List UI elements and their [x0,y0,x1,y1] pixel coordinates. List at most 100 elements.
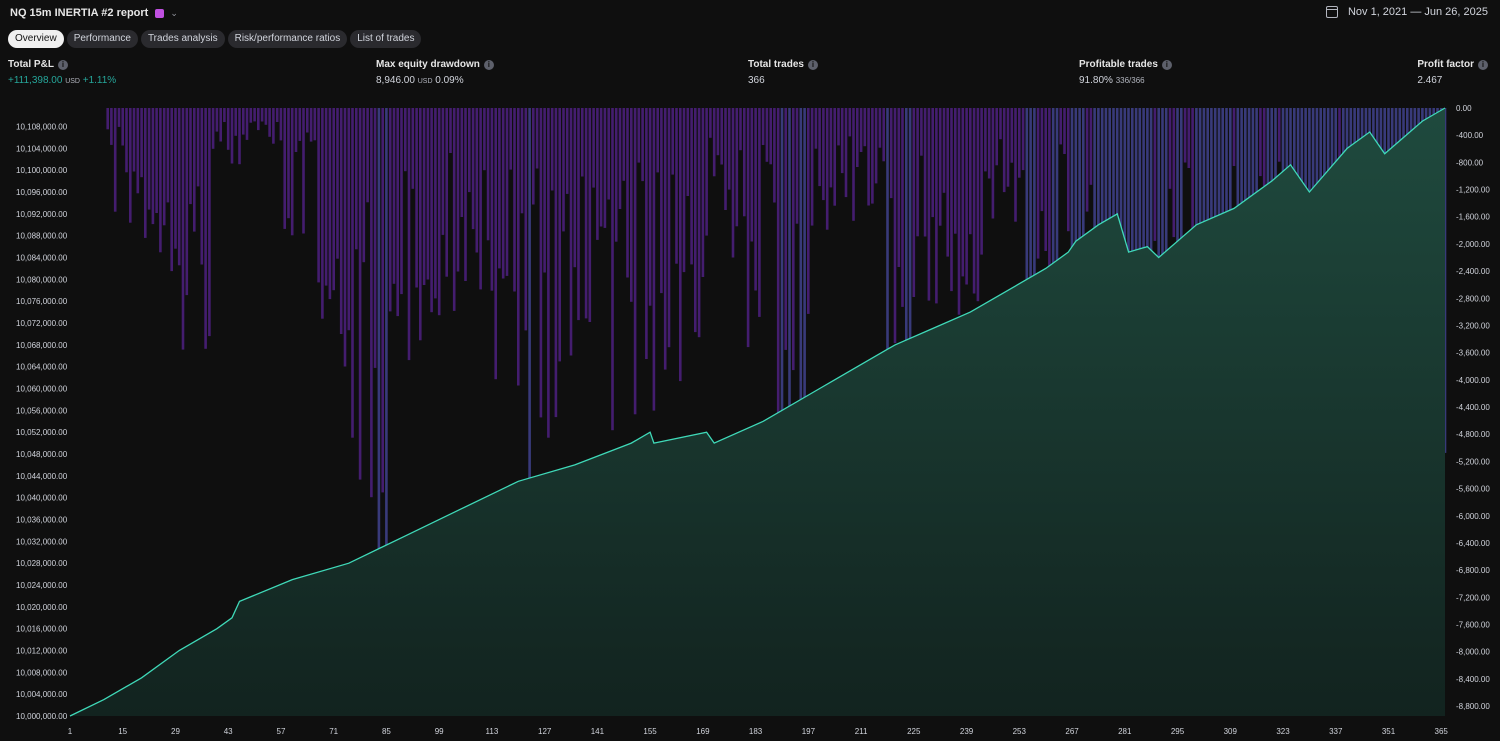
drawdown-bar [479,108,482,290]
drawdown-bar [886,108,889,415]
drawdown-bar [792,108,795,371]
drawdown-bar [407,108,411,361]
right-axis-tick: -4,000.00 [1456,376,1490,385]
drawdown-bar [275,108,279,122]
drawdown-bar [226,108,230,150]
drawdown-bar [1187,108,1191,168]
drawdown-bar [106,108,109,130]
drawdown-bar [193,108,196,232]
drawdown-bar [614,108,618,242]
drawdown-bar [1281,108,1285,193]
left-axis-tick: 10,056,000.00 [16,406,68,415]
drawdown-bar [290,108,294,236]
drawdown-bar [166,108,170,203]
right-axis-tick: -5,200.00 [1456,457,1490,466]
right-axis-tick: -7,200.00 [1456,593,1490,602]
left-axis-tick: 10,044,000.00 [16,472,68,481]
x-axis-tick: 351 [1382,727,1396,736]
drawdown-bar [513,108,516,292]
tab-trades-analysis[interactable]: Trades analysis [140,30,225,48]
right-axis-tick: -400.00 [1456,131,1484,140]
right-axis-tick: -8,000.00 [1456,648,1490,657]
right-axis-tick: -800.00 [1456,158,1484,167]
drawdown-bar [1138,108,1142,282]
drawdown-bar [731,108,735,258]
drawdown-bar [159,108,162,253]
drawdown-bar [132,108,136,172]
date-range-picker[interactable]: Nov 1, 2021 — Jun 26, 2025 [1325,6,1488,18]
drawdown-bar [1089,108,1093,185]
drawdown-bar [471,108,475,230]
left-axis-tick: 10,032,000.00 [16,537,68,546]
drawdown-bar [1202,108,1206,321]
drawdown-bar [660,108,663,294]
equity-line [69,107,1446,717]
drawdown-bar [1296,108,1300,207]
drawdown-bar [1085,108,1089,212]
tab-risk-performance-ratios[interactable]: Risk/performance ratios [227,30,348,48]
left-axis-tick: 10,060,000.00 [16,385,68,394]
drawdown-bar [976,108,980,302]
drawdown-bar [144,108,147,238]
tab-list-of-trades[interactable]: List of trades [350,30,422,48]
drawdown-bar [682,108,686,273]
info-icon[interactable]: i [57,59,68,70]
drawdown-bar [332,108,335,291]
drawdown-bar [825,108,829,230]
drawdown-bar [1330,108,1334,217]
drawdown-bar [1198,108,1202,257]
left-axis-tick: 10,028,000.00 [16,559,68,568]
drawdown-bar [543,108,546,273]
drawdown-bar [697,108,701,338]
drawdown-bar [735,108,739,227]
drawdown-bar [370,108,373,498]
drawdown-bar [1232,108,1236,166]
info-icon[interactable]: i [1161,59,1172,70]
drawdown-bar [799,108,803,600]
x-axis-tick: 1 [68,727,73,736]
left-axis-tick: 10,104,000.00 [16,144,68,153]
info-icon[interactable]: i [1478,59,1488,70]
drawdown-bar [972,108,976,294]
drawdown-bar [630,108,633,302]
drawdown-bar [215,108,219,132]
drawdown-bar [637,108,641,163]
drawdown-bar [1161,108,1164,267]
right-axis-tick: -2,000.00 [1456,240,1490,249]
report-tabs: Overview Performance Trades analysis Ris… [8,30,422,48]
drawdown-bar [268,108,271,137]
drawdown-bar [313,108,317,141]
x-axis-tick: 113 [486,727,499,736]
drawdown-bar [419,108,422,341]
metric-percent: 0.09% [435,75,464,86]
drawdown-bar [260,108,264,122]
drawdown-bar [573,108,577,268]
drawdown-bar [464,108,467,281]
drawdown-bar [317,108,320,283]
info-icon[interactable]: i [807,59,818,70]
drawdown-bar [1097,108,1100,278]
drawdown-bar [750,108,754,242]
drawdown-bar [547,108,550,438]
drawdown-bar [1063,108,1066,154]
tab-overview[interactable]: Overview [8,30,64,48]
info-icon[interactable]: i [483,59,494,70]
tab-performance[interactable]: Performance [66,30,138,48]
drawdown-bar [219,108,222,142]
calendar-icon [1325,6,1338,18]
right-axis-tick: -1,600.00 [1456,213,1490,222]
drawdown-bar [565,108,569,194]
drawdown-bar [871,108,874,204]
drawdown-bar [238,108,241,165]
drawdown-bar [1040,108,1044,212]
x-axis-tick: 183 [749,727,763,736]
x-axis-tick: 197 [802,727,816,736]
report-title-dropdown[interactable]: NQ 15m INERTIA #2 report ⌄ [10,7,178,19]
drawdown-bar [136,108,140,194]
drawdown-bar [950,108,953,292]
left-axis: 10,108,000.00 10,104,000.00 10,100,000.00 1… [16,123,68,722]
x-axis-tick: 29 [171,727,180,736]
left-axis-tick: 10,016,000.00 [16,625,68,634]
x-axis-tick: 337 [1329,727,1343,736]
equity-drawdown-chart[interactable]: 10,108,000.00 10,104,000.00 10,100,000.00 1… [0,100,1500,741]
